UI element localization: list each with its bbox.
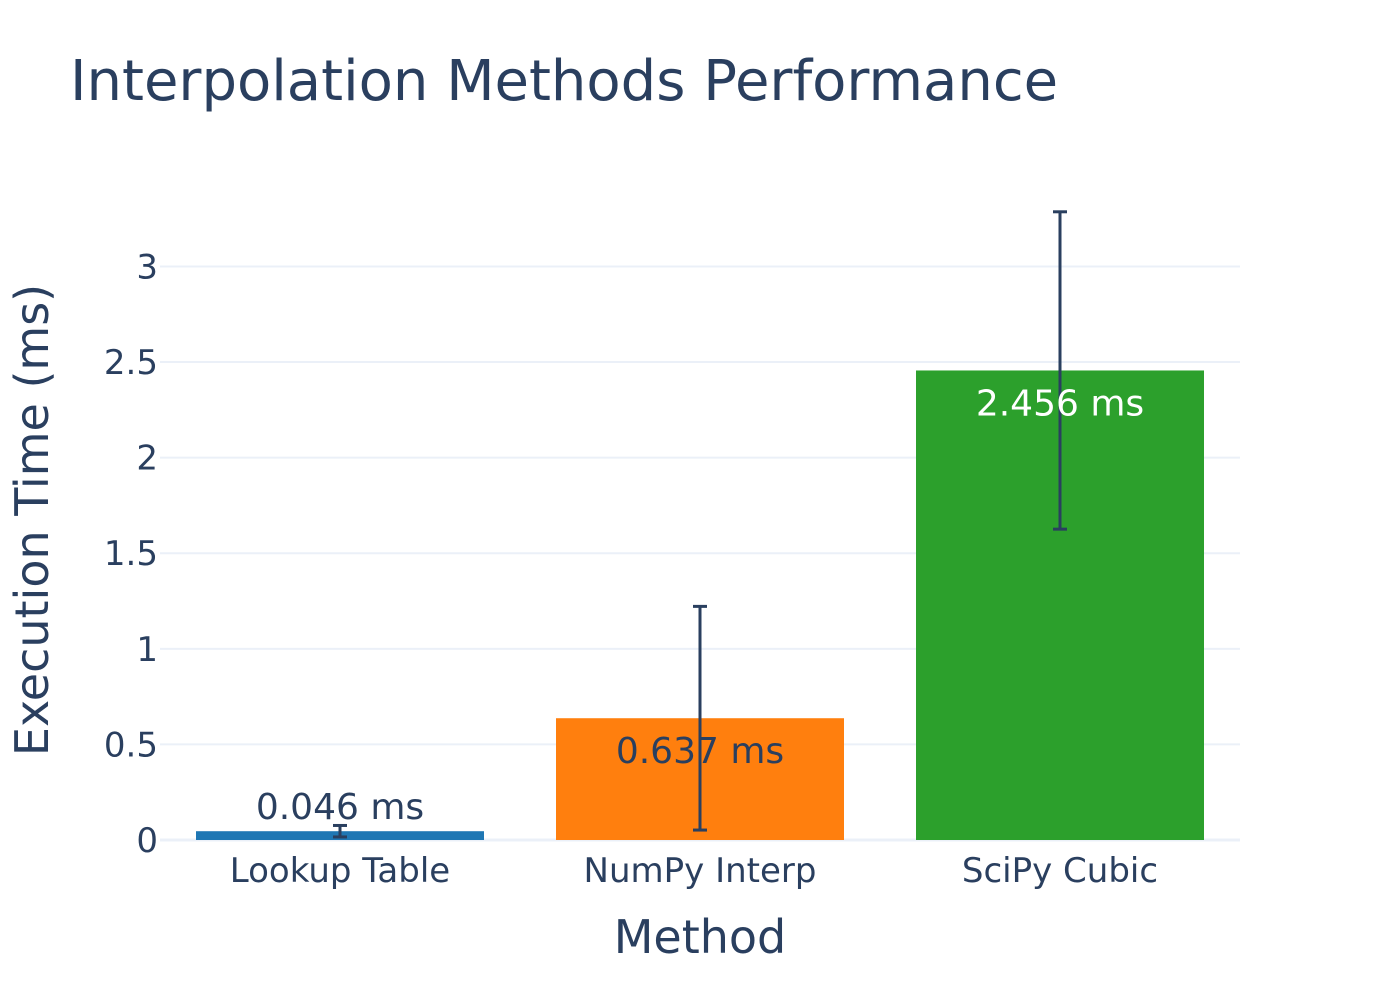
y-tick-label: 2.5	[104, 343, 158, 383]
bar-value-label: 2.456 ms	[976, 383, 1144, 424]
y-axis-ticks: 0 0.5 1 1.5 2 2.5 3	[104, 247, 158, 861]
bar-value-labels: 0.046 ms 0.637 ms 2.456 ms	[256, 383, 1144, 828]
error-bars	[333, 210, 1067, 839]
chart-title: Interpolation Methods Performance	[70, 49, 1058, 114]
y-tick-label: 1	[136, 630, 158, 670]
y-axis-title: Execution Time (ms)	[5, 284, 59, 756]
x-tick-label: Lookup Table	[230, 851, 450, 891]
x-tick-label: SciPy Cubic	[962, 851, 1158, 891]
y-tick-label: 0.5	[104, 725, 158, 765]
y-tick-label: 2	[136, 439, 158, 479]
bar-value-label: 0.637 ms	[616, 731, 784, 772]
x-tick-label: NumPy Interp	[584, 851, 817, 891]
y-tick-label: 3	[136, 247, 158, 287]
x-axis-ticks: Lookup Table NumPy Interp SciPy Cubic	[230, 851, 1158, 891]
x-axis-title: Method	[614, 910, 787, 964]
bar-value-label: 0.046 ms	[256, 787, 424, 828]
y-tick-label: 0	[136, 821, 158, 861]
y-tick-label: 1.5	[104, 534, 158, 574]
